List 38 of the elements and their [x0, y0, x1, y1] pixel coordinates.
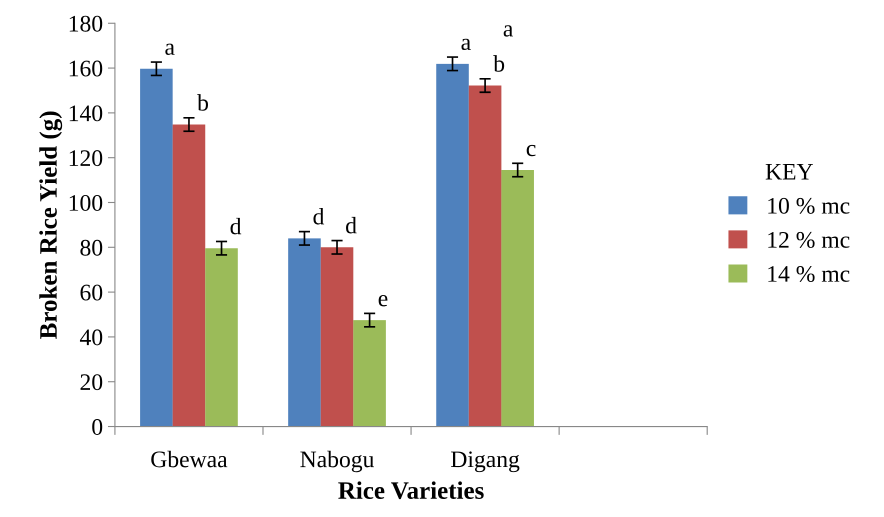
bar	[353, 320, 386, 427]
y-axis-title: Broken Rice Yield (g)	[39, 112, 62, 339]
y-tick-label: 0	[92, 419, 102, 435]
x-axis-title: Rice Varieties	[338, 481, 484, 500]
y-tick-label: 140	[70, 105, 102, 122]
data-label: b	[197, 94, 208, 111]
y-tick-label: 120	[70, 150, 102, 166]
bar	[468, 86, 502, 427]
legend-label: 12 % mc	[768, 232, 850, 248]
data-label: a	[461, 38, 471, 50]
y-tick-label: 60	[80, 284, 102, 301]
y-tick-label: 100	[70, 194, 102, 211]
bar	[501, 170, 534, 427]
data-label: d	[346, 216, 357, 234]
x-tick-label: Gbewaa	[151, 450, 228, 468]
y-tick-label: 40	[80, 329, 102, 346]
data-label: b	[493, 55, 504, 72]
bar	[288, 238, 321, 427]
data-label: c	[526, 144, 536, 156]
x-tick-label: Nabogu	[300, 450, 374, 472]
legend-title: KEY	[766, 164, 813, 180]
data-label: d	[313, 208, 324, 225]
data-label: a	[165, 44, 175, 55]
bar	[436, 64, 469, 427]
legend-label: 10 % mc	[768, 198, 850, 214]
data-label: e	[378, 294, 388, 306]
data-label: d	[230, 218, 242, 234]
annotation: a	[504, 25, 514, 37]
y-tick-label: 20	[80, 374, 102, 390]
y-tick-label: 80	[80, 240, 102, 256]
bar	[205, 248, 238, 427]
legend-label: 14 % mc	[768, 266, 850, 282]
x-tick-label: Digang	[451, 451, 520, 472]
bar	[320, 247, 354, 427]
bar	[140, 68, 173, 427]
y-tick-label: 180	[70, 16, 102, 32]
bar	[172, 124, 206, 427]
y-tick-label: 160	[70, 60, 102, 76]
